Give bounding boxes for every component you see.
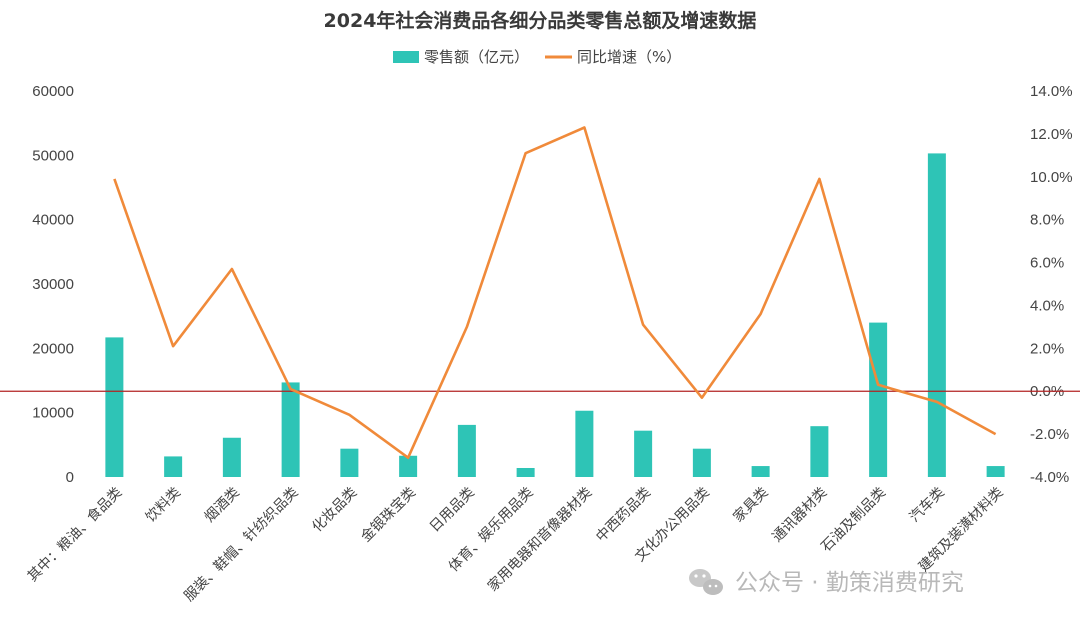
bar (340, 448, 359, 477)
bar (222, 437, 241, 477)
bar (516, 467, 535, 477)
watermark: 公众号 · 勤策消费研究 (689, 569, 964, 596)
y-left-tick-label: 0 (66, 469, 74, 486)
legend-swatch-bar (393, 51, 419, 63)
bar (399, 455, 418, 477)
x-tick-label: 烟酒类 (202, 485, 243, 526)
bar (105, 337, 124, 477)
y-right-tick-label: 8.0% (1030, 212, 1064, 229)
line-series (113, 126, 997, 460)
y-right-axis: -4.0%-2.0%0.0%2.0%4.0%6.0%8.0%10.0%12.0%… (1030, 83, 1073, 486)
bar (457, 424, 476, 477)
bar (810, 426, 829, 477)
growth-line (113, 126, 997, 460)
bar (986, 466, 1005, 477)
watermark-text: 公众号 · 勤策消费研究 (735, 570, 964, 596)
bar (634, 430, 653, 477)
x-tick-label: 化妆品类 (309, 485, 360, 536)
bar (692, 448, 711, 477)
y-right-tick-label: 4.0% (1030, 297, 1064, 314)
bar-series (105, 153, 1005, 478)
x-tick-label: 家具类 (730, 484, 772, 526)
legend-label-bar: 零售额（亿元） (424, 48, 529, 66)
y-right-tick-label: 14.0% (1030, 83, 1073, 100)
y-left-tick-label: 50000 (32, 147, 74, 164)
x-tick-label: 日用品类 (427, 485, 478, 536)
y-left-tick-label: 40000 (32, 212, 74, 229)
wechat-icon (689, 569, 723, 595)
x-tick-label: 金银珠宝类 (358, 485, 419, 546)
x-tick-label: 其中：粮油、食品类 (24, 484, 125, 585)
y-left-axis: 0 10000 20000 30000 40000 50000 60000 (32, 83, 74, 486)
y-left-tick-label: 10000 (32, 405, 74, 422)
bar (869, 322, 888, 477)
bar (751, 466, 770, 477)
y-right-tick-label: 10.0% (1030, 169, 1073, 186)
x-tick-label: 家用电器和音像器材类 (484, 484, 595, 595)
x-tick-label: 中西药品类 (593, 485, 654, 546)
chart-title: 2024年社会消费品各细分品类零售总额及增速数据 (324, 9, 757, 32)
legend: 零售额（亿元） 同比增速（%） (393, 48, 681, 66)
y-right-tick-label: 2.0% (1030, 340, 1064, 357)
y-left-tick-label: 30000 (32, 276, 74, 293)
x-tick-label: 服装、鞋帽、针纺织品类 (181, 485, 301, 605)
y-left-tick-label: 60000 (32, 83, 74, 100)
bar (927, 153, 946, 478)
bar (281, 382, 300, 477)
y-left-tick-label: 20000 (32, 340, 74, 357)
bar (575, 410, 594, 477)
bar (164, 456, 183, 477)
x-tick-label: 通讯器材类 (769, 485, 830, 546)
y-right-tick-label: 6.0% (1030, 255, 1064, 272)
legend-label-line: 同比增速（%） (577, 48, 681, 66)
x-tick-label: 汽车类 (906, 484, 948, 526)
y-right-tick-label: -4.0% (1030, 469, 1069, 486)
y-right-tick-label: 12.0% (1030, 126, 1073, 143)
x-tick-label: 饮料类 (143, 485, 184, 526)
y-right-tick-label: -2.0% (1030, 426, 1069, 443)
